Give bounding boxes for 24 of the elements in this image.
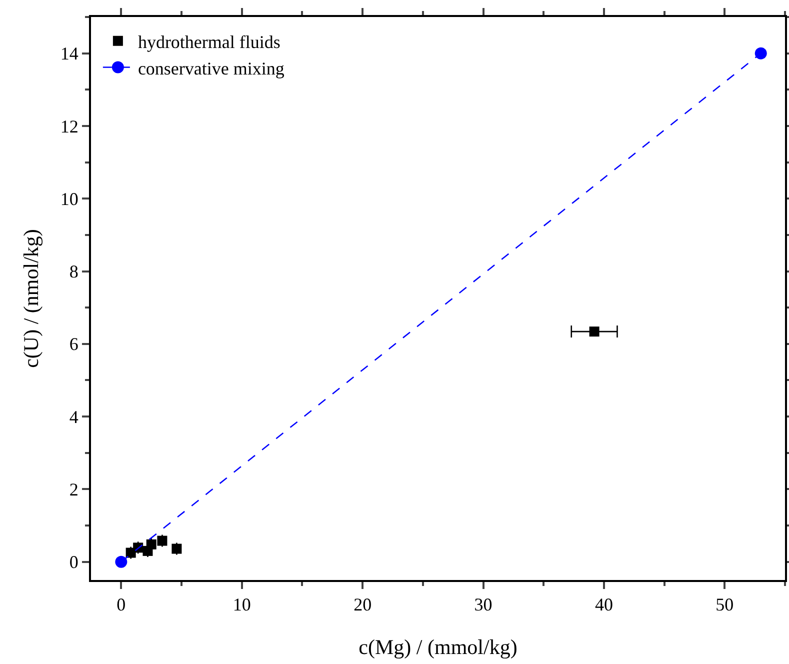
legend-label: hydrothermal fluids: [138, 32, 280, 52]
point: [146, 539, 156, 550]
y-tick-label: 8: [69, 262, 78, 282]
x-tick-label: 30: [474, 594, 492, 615]
y-tick-label: 10: [60, 188, 78, 209]
point: [172, 544, 182, 554]
y-tick-label: 2: [69, 479, 78, 500]
x-tick-label: 50: [716, 594, 734, 615]
y-axis-title: c(U) / (nmol/kg): [19, 229, 43, 368]
x-axis-title: c(Mg) / (mmol/kg): [358, 635, 518, 659]
x-tick-label: 10: [232, 594, 251, 615]
legend-label: conservative mixing: [138, 58, 284, 78]
point: [157, 536, 168, 546]
x-tick-label: 40: [594, 594, 613, 615]
point: [115, 556, 128, 568]
y-tick-label: 6: [69, 334, 78, 354]
y-tick-label: 12: [60, 116, 78, 136]
x-tick-label: 20: [354, 594, 372, 615]
point: [754, 47, 767, 60]
y-tick-label: 14: [60, 44, 78, 64]
x-tick-label: 0: [116, 594, 126, 615]
y-tick-label: 0: [69, 552, 78, 572]
y-tick-label: 4: [69, 406, 78, 427]
point: [589, 326, 600, 337]
